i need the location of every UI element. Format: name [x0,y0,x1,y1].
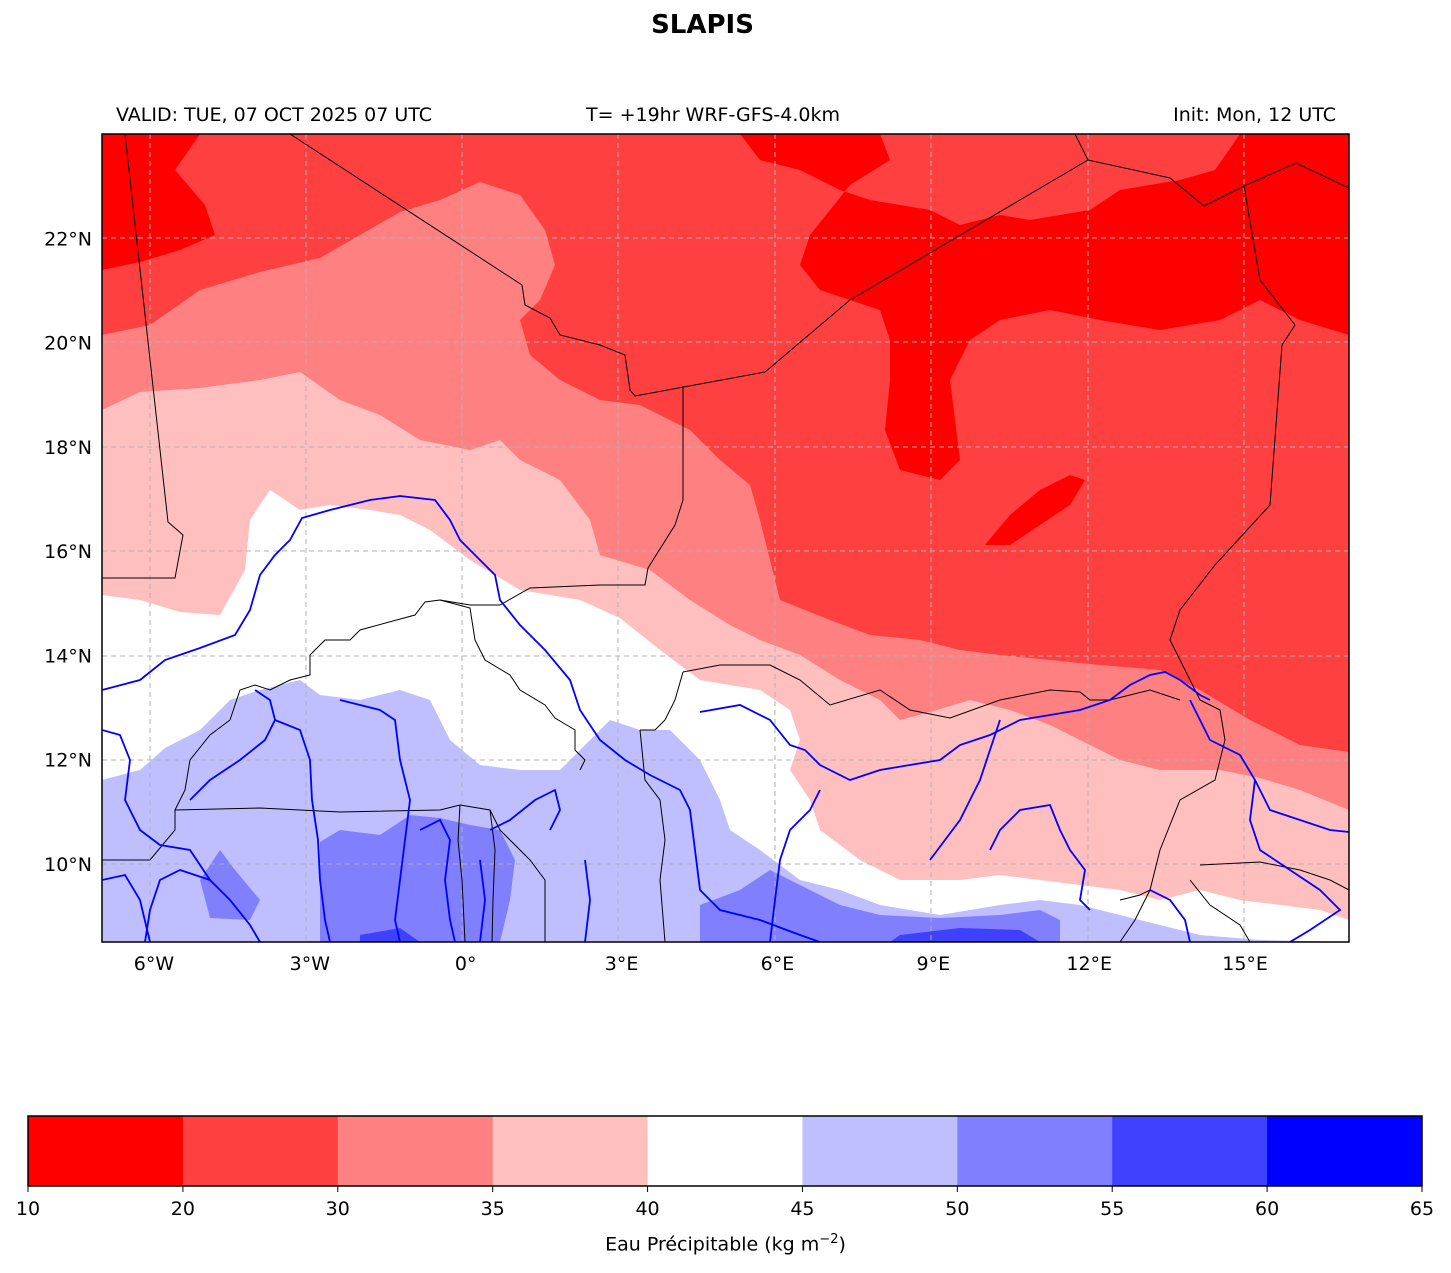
init-time-label: Init: Mon, 12 UTC [1173,104,1336,126]
lon-tick-label: 6°E [761,953,795,975]
band-10-20-nw [102,134,215,270]
colorbar-swatch [182,1116,339,1186]
band-50-55 [320,815,515,942]
lon-tick-label: 6°W [134,953,175,975]
band-50-55-east [700,870,1060,942]
lon-tick-label: 15°E [1222,953,1268,975]
colorbar-swatch [647,1116,803,1186]
colorbar-tick-label: 65 [1410,1198,1434,1220]
precipitable-water-field [102,134,1349,942]
colorbar-swatch [492,1116,649,1186]
colorbar-label: Eau Précipitable (kg m−2) [605,1232,846,1256]
colorbar-tick-label: 35 [481,1198,505,1220]
rivers [102,495,1349,942]
band-10-20-blob [985,475,1085,545]
lat-tick-label: 20°N [44,333,92,355]
colorbar-tick-label: 50 [945,1198,969,1220]
band-10-20-central [740,134,1349,480]
colorbar-frame [27,1115,1423,1187]
colorbar-tick-label: 40 [635,1198,659,1220]
band-55-60-west [360,928,420,942]
colorbar [28,1116,1423,1186]
colorbar-tick-label: 55 [1100,1198,1124,1220]
map-frame [101,133,1350,943]
colorbar-swatch [1112,1116,1268,1186]
lat-tick-label: 22°N [44,228,92,250]
lon-tick-label: 9°E [917,953,951,975]
country-borders [102,134,1349,942]
lat-tick-label: 10°N [44,854,92,876]
lon-tick-label: 3°W [290,953,331,975]
colorbar-swatch [802,1116,958,1186]
lat-tick-label: 16°N [44,541,92,563]
colorbar-tick-label: 20 [171,1198,195,1220]
colorbar-swatch [28,1116,184,1186]
colorbar-swatch [337,1116,494,1186]
lat-tick-label: 12°N [44,750,92,772]
colorbar-swatch [1267,1116,1423,1186]
lat-tick-label: 14°N [44,645,92,667]
colorbar-tick-label: 10 [16,1198,40,1220]
lon-tick-label: 3°E [605,953,639,975]
band-50-55-sw [200,850,260,920]
valid-time-label: VALID: TUE, 07 OCT 2025 07 UTC [116,104,432,126]
colorbar-tick-label: 30 [326,1198,350,1220]
band-55-60 [890,928,1040,942]
latitude-tick-labels: 10°N 12°N 14°N 16°N 18°N 20°N 22°N [44,228,92,876]
lat-tick-label: 18°N [44,437,92,459]
forecast-hour-label: T= +19hr WRF-GFS-4.0km [586,104,840,126]
colorbar-tick-labels: 10 20 30 35 40 45 50 55 60 65 [16,1186,1434,1220]
map-title: SLAPIS [651,10,754,40]
lon-tick-label: 0° [455,953,477,975]
longitude-tick-labels: 6°W 3°W 0° 3°E 6°E 9°E 12°E 15°E [134,953,1268,975]
lon-tick-label: 12°E [1066,953,1112,975]
colorbar-tick-label: 45 [790,1198,814,1220]
colorbar-swatch [957,1116,1113,1186]
colorbar-tick-label: 60 [1255,1198,1279,1220]
